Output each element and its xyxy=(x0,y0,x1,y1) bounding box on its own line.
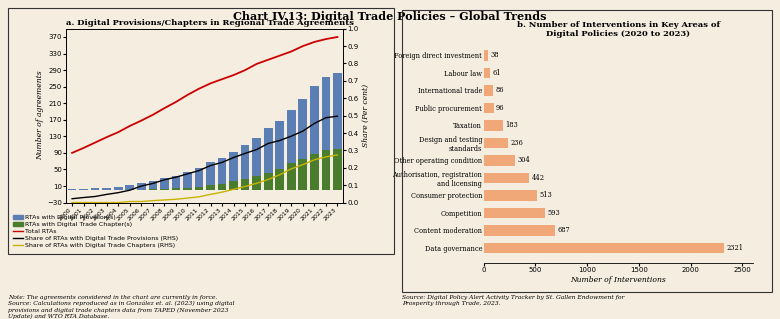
Title: b. Number of Interventions in Key Areas of
Digital Policies (2020 to 2023): b. Number of Interventions in Key Areas … xyxy=(516,20,720,38)
Text: a. Digital Provisions/Chapters in Regional Trade Agreements: a. Digital Provisions/Chapters in Region… xyxy=(66,19,354,26)
Text: Chart IV.13: Digital Trade Policies – Global Trends: Chart IV.13: Digital Trade Policies – Gl… xyxy=(233,11,547,22)
Bar xyxy=(299,159,307,190)
Bar xyxy=(148,181,157,189)
Bar xyxy=(310,154,319,190)
Bar xyxy=(484,50,488,61)
Bar xyxy=(484,120,502,130)
Bar xyxy=(484,225,555,235)
Bar xyxy=(321,150,330,190)
Bar xyxy=(264,173,272,190)
Y-axis label: Number of agreements: Number of agreements xyxy=(37,71,44,160)
Bar xyxy=(253,176,261,190)
Text: 304: 304 xyxy=(518,156,530,164)
Bar xyxy=(310,86,319,154)
Bar xyxy=(206,185,215,190)
Bar xyxy=(137,183,146,190)
Bar xyxy=(229,152,238,182)
Bar xyxy=(102,188,111,190)
Bar xyxy=(264,129,272,173)
Text: 593: 593 xyxy=(548,209,560,217)
Bar xyxy=(172,189,180,190)
Bar xyxy=(333,149,342,190)
Text: 38: 38 xyxy=(490,51,498,59)
Bar xyxy=(172,176,180,189)
Bar xyxy=(484,85,492,95)
Bar xyxy=(80,189,88,190)
Text: 86: 86 xyxy=(495,86,504,94)
Bar xyxy=(484,208,545,218)
Y-axis label: Share (Per cent): Share (Per cent) xyxy=(361,84,370,147)
Bar xyxy=(241,145,250,179)
Bar xyxy=(126,185,134,190)
Bar xyxy=(195,187,204,190)
Text: Source: Digital Policy Alert Activity Tracker by St. Gallen Endowment for
Prospe: Source: Digital Policy Alert Activity Tr… xyxy=(402,295,624,306)
Bar xyxy=(148,189,157,190)
Text: 513: 513 xyxy=(539,191,552,199)
Bar xyxy=(160,178,168,189)
Text: 236: 236 xyxy=(511,139,523,147)
Bar xyxy=(484,155,515,166)
Bar xyxy=(333,73,342,149)
Bar xyxy=(241,179,250,190)
Legend: RTAs with Digital Provision(s), RTAs with Digital Trade Chapter(s), Total RTAs, : RTAs with Digital Provision(s), RTAs wit… xyxy=(11,212,181,250)
Text: 687: 687 xyxy=(557,226,570,234)
Bar xyxy=(484,173,530,183)
Bar xyxy=(218,158,226,183)
Bar xyxy=(321,77,330,150)
Text: 2321: 2321 xyxy=(726,244,743,252)
Bar xyxy=(484,190,537,201)
Bar xyxy=(229,182,238,190)
Bar xyxy=(160,189,168,190)
Bar xyxy=(218,183,226,190)
Text: 183: 183 xyxy=(505,121,518,129)
Text: 442: 442 xyxy=(532,174,545,182)
Bar xyxy=(484,137,508,148)
Bar xyxy=(484,102,494,113)
Text: 96: 96 xyxy=(496,104,505,112)
Bar xyxy=(287,110,296,163)
Text: Note: The agreements considered in the chart are currently in force.
Source: Cal: Note: The agreements considered in the c… xyxy=(8,295,234,319)
Bar xyxy=(183,188,192,190)
Bar xyxy=(484,242,724,253)
Bar xyxy=(206,162,215,185)
Bar xyxy=(275,121,284,169)
Bar xyxy=(299,100,307,159)
Bar xyxy=(484,68,490,78)
Text: 61: 61 xyxy=(492,69,501,77)
Bar xyxy=(90,189,100,190)
Bar xyxy=(287,163,296,190)
Bar xyxy=(253,137,261,176)
Bar xyxy=(183,172,192,188)
Bar xyxy=(114,187,122,190)
Bar xyxy=(195,168,204,187)
Bar xyxy=(275,169,284,190)
X-axis label: Number of Interventions: Number of Interventions xyxy=(570,276,666,284)
Bar xyxy=(68,189,76,190)
